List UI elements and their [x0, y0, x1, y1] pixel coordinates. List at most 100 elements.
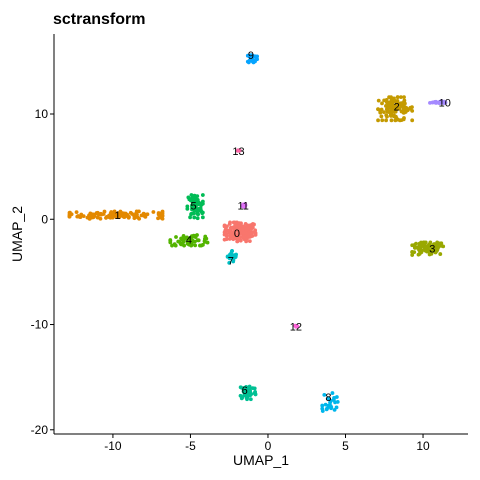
data-point — [414, 245, 419, 250]
data-point — [185, 206, 190, 211]
cluster-0-points — [222, 220, 258, 244]
cluster-label: 12 — [290, 322, 302, 334]
data-point — [187, 197, 192, 202]
data-point — [240, 204, 244, 208]
data-point — [168, 238, 173, 242]
data-point — [425, 249, 430, 253]
data-point — [382, 98, 387, 103]
data-point — [428, 248, 433, 253]
cluster-label: 8 — [325, 392, 331, 404]
data-point — [382, 110, 386, 115]
data-point — [139, 213, 144, 218]
data-point — [245, 397, 249, 402]
data-point — [410, 108, 415, 113]
data-point — [253, 54, 257, 59]
data-point — [384, 113, 389, 118]
cluster-label: 10 — [439, 97, 451, 109]
data-point — [393, 99, 398, 103]
data-point — [92, 213, 96, 217]
cluster-label: 7 — [228, 255, 234, 267]
data-point — [389, 118, 394, 123]
data-point — [247, 239, 252, 244]
data-point — [438, 252, 443, 256]
data-point — [76, 214, 81, 218]
x-tick-label: 10 — [416, 439, 430, 453]
data-point — [322, 392, 327, 397]
data-point — [195, 194, 200, 199]
cluster-1-points — [67, 209, 165, 221]
data-point — [190, 196, 195, 200]
data-point — [438, 241, 443, 246]
data-point — [195, 212, 200, 216]
cluster-7-points — [225, 248, 238, 265]
data-point — [328, 400, 332, 405]
x-tick-label: -10 — [104, 439, 122, 453]
data-point — [332, 395, 336, 400]
data-point — [399, 95, 403, 100]
data-point — [432, 242, 437, 246]
cluster-label: 3 — [429, 244, 435, 256]
data-point — [114, 215, 119, 219]
data-point — [425, 245, 430, 250]
data-point — [180, 242, 184, 247]
data-point — [242, 386, 246, 390]
data-point — [198, 243, 202, 248]
cluster-label: 5 — [190, 201, 196, 213]
data-point — [253, 231, 258, 235]
chart-title: sctransform — [53, 11, 145, 28]
data-point — [242, 204, 247, 209]
y-tick-label: -20 — [31, 423, 49, 437]
data-point — [95, 210, 100, 215]
data-point — [102, 209, 107, 214]
data-point — [191, 206, 196, 211]
data-point — [120, 214, 124, 218]
data-point — [389, 95, 393, 100]
data-point — [237, 148, 242, 153]
data-point — [98, 216, 103, 221]
data-point — [324, 407, 329, 412]
data-point — [192, 215, 197, 220]
data-point — [223, 228, 228, 233]
data-point — [193, 203, 198, 208]
data-point — [116, 211, 120, 216]
data-point — [181, 239, 186, 244]
y-axis-ticks: -20 -10 0 10 — [31, 107, 54, 437]
data-point — [320, 403, 325, 408]
data-point — [199, 203, 204, 207]
data-point — [156, 216, 160, 221]
data-point — [225, 254, 230, 259]
y-tick-label: 10 — [35, 107, 49, 121]
data-point — [326, 396, 330, 401]
data-point — [195, 216, 200, 221]
data-point — [389, 114, 393, 118]
cluster-label: 13 — [232, 146, 244, 158]
data-point — [433, 250, 438, 255]
data-point — [196, 238, 201, 243]
data-point — [241, 227, 245, 232]
cluster-8-points — [320, 391, 340, 413]
data-point — [176, 239, 181, 244]
data-point — [200, 210, 205, 215]
data-point — [200, 193, 205, 197]
data-point — [403, 105, 408, 110]
cluster-13-points — [235, 148, 242, 153]
data-point — [87, 216, 92, 221]
data-point — [193, 234, 198, 238]
data-point — [403, 101, 407, 106]
data-point — [145, 212, 150, 217]
data-point — [246, 393, 251, 398]
data-point — [439, 99, 444, 104]
data-point — [244, 227, 249, 232]
x-axis-title: UMAP_1 — [233, 452, 289, 468]
data-point — [376, 107, 380, 112]
data-point — [241, 224, 246, 229]
data-point — [109, 210, 114, 214]
cluster-label: 4 — [186, 234, 192, 246]
data-point — [410, 118, 415, 123]
data-point — [227, 260, 232, 265]
data-point — [441, 244, 446, 249]
x-tick-label: -5 — [185, 439, 196, 453]
data-point — [160, 216, 165, 221]
data-point — [323, 402, 328, 407]
